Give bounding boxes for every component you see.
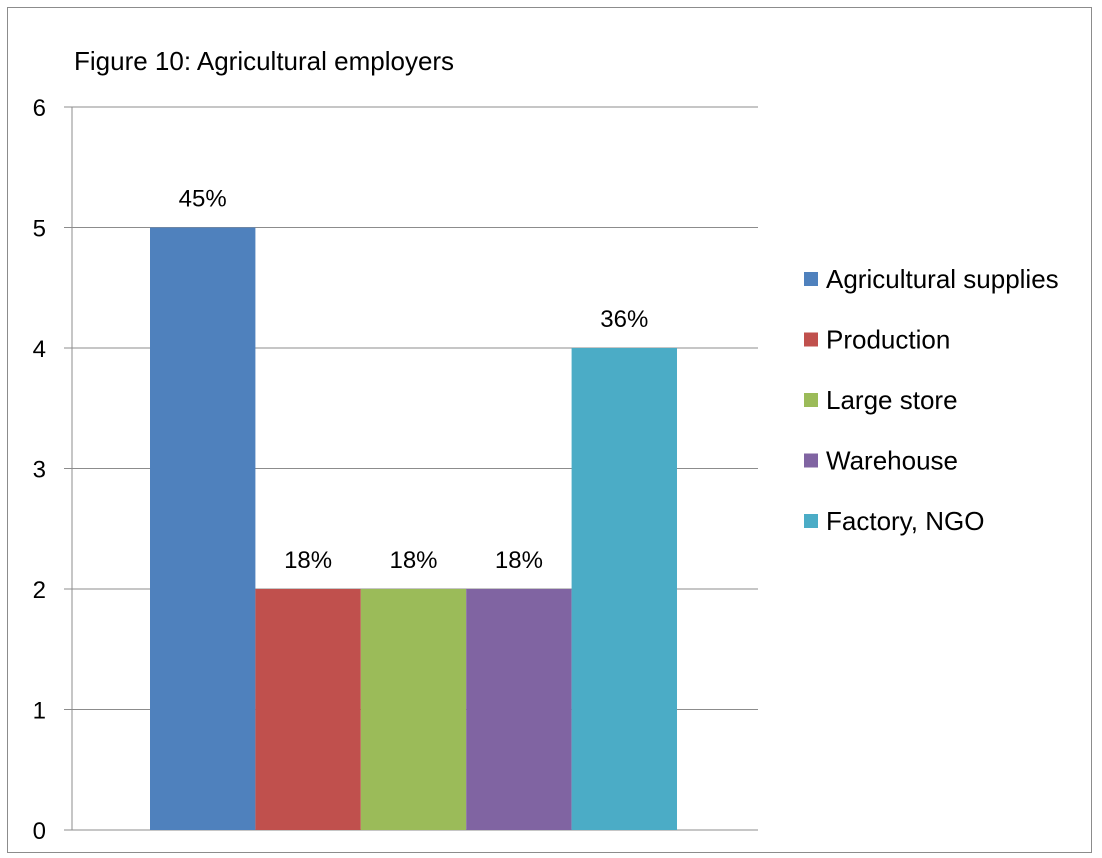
y-tick-label: 2 (33, 577, 46, 604)
chart-title: Figure 10: Agricultural employers (74, 46, 454, 76)
bar-large-store (360, 589, 467, 830)
legend-swatch (804, 514, 818, 528)
bars (150, 227, 677, 830)
y-axis: 0 1 2 3 4 5 6 (33, 95, 73, 845)
bar-warehouse (466, 589, 572, 830)
y-tick-label: 0 (33, 818, 46, 845)
bar-production (255, 589, 361, 830)
legend-label: Production (826, 325, 950, 355)
legend-swatch (804, 393, 818, 407)
legend-label: Factory, NGO (826, 506, 984, 536)
bar-agricultural-supplies (150, 227, 256, 830)
y-tick-label: 6 (33, 95, 46, 122)
y-tick-label: 3 (33, 457, 46, 484)
data-label: 45% (179, 186, 227, 213)
data-label: 18% (389, 547, 437, 574)
y-tick-label: 1 (33, 698, 46, 725)
legend-swatch (804, 272, 818, 286)
y-tick-label: 5 (33, 216, 46, 243)
legend-label: Large store (826, 385, 958, 415)
y-tick-label: 4 (33, 336, 46, 363)
legend-swatch (804, 332, 818, 347)
data-label: 36% (600, 306, 648, 333)
legend-swatch (804, 453, 818, 468)
data-labels: 45% 18% 18% 18% 36% (179, 186, 649, 575)
legend-label: Warehouse (826, 446, 958, 476)
legend: Agricultural supplies Production Large sto… (804, 264, 1059, 536)
data-label: 18% (495, 547, 543, 574)
legend-label: Agricultural supplies (826, 264, 1059, 294)
data-label: 18% (284, 547, 332, 574)
bar-factory-ngo (571, 348, 677, 830)
